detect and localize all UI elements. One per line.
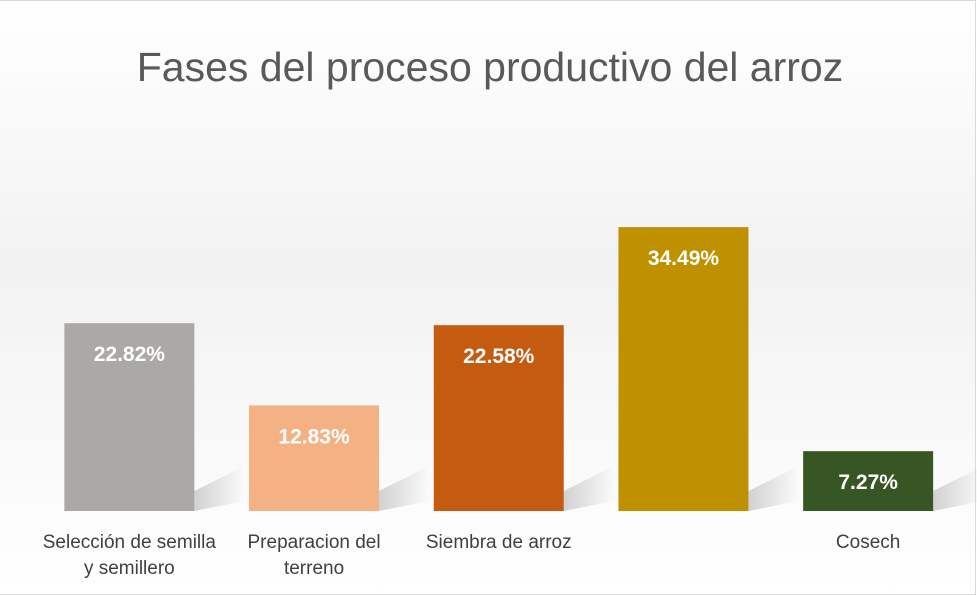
category-label: Preparacion del terreno [247,532,381,579]
bar-shadow [563,466,614,511]
bar-shadow [379,466,430,511]
bar [433,325,564,511]
category-label: Siembra de arroz [425,532,572,553]
category-label: Cosech [835,532,901,553]
value-label: 34.49% [648,247,720,270]
bar-shadow [748,466,799,511]
value-label: 22.82% [94,343,166,366]
bar [249,405,380,511]
value-label: 22.58% [463,345,535,368]
bar-shadow [933,469,977,511]
value-label: 7.27% [838,471,898,494]
category-label: Selección de semilla y semillero [42,532,216,579]
chart-title: Fases del proceso productivo del arroz [136,44,844,90]
bar-shadow [194,466,245,511]
bar [64,323,195,511]
bar [618,227,749,512]
value-label: 12.83% [278,425,350,448]
bar [803,451,934,511]
